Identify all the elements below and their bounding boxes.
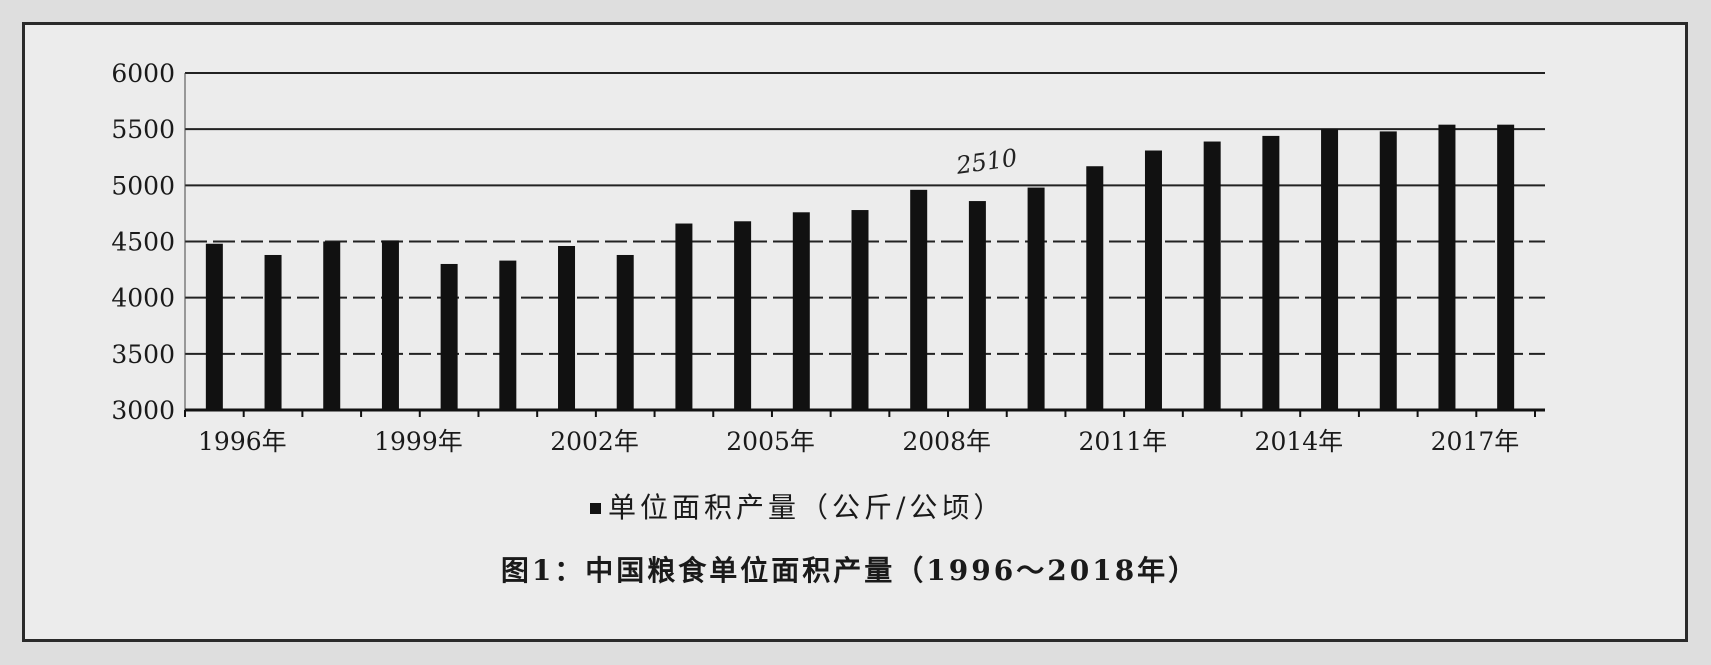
y-tick-label: 6000	[111, 59, 175, 88]
x-axis-ticks: 1996年 1999年 2002年 2005年 2008年 2011年 2014年 2017年	[198, 427, 1519, 456]
chart-caption: 图1：中国粮食单位面积产量（1996～2018年）	[501, 554, 1199, 587]
y-tick-label: 5500	[111, 115, 175, 144]
bar-1997年	[264, 254, 282, 410]
bar-2011年	[1086, 166, 1104, 410]
bar-2000年	[440, 263, 458, 410]
x-tick-label: 1996年	[198, 427, 287, 456]
legend-label: 单位面积产量（公斤/公顷）	[608, 491, 1005, 524]
bar-2008年	[910, 189, 928, 410]
bar-1998年	[323, 241, 341, 410]
handwritten-annotation: 2510	[954, 144, 1019, 180]
y-tick-label: 4500	[111, 228, 175, 257]
x-tick-label: 2017年	[1431, 427, 1520, 456]
y-tick-label: 3500	[111, 340, 175, 369]
chart-frame: 3000 3500 4000 4500 5000 5500 6000 1996年 1999年 2…	[22, 22, 1688, 642]
bar-2003年	[616, 254, 634, 410]
x-tick-label: 2011年	[1078, 427, 1167, 456]
bar-2018年	[1497, 124, 1515, 410]
chart-svg: 3000 3500 4000 4500 5000 5500 6000 1996年 1999年 2…	[111, 59, 1545, 587]
y-tick-label: 5000	[111, 171, 175, 200]
bar-2013年	[1203, 141, 1221, 411]
bar-2002年	[558, 245, 576, 410]
bar-1996年	[205, 243, 223, 410]
bar-2009年	[968, 201, 986, 410]
bar-2015年	[1321, 129, 1339, 410]
x-tick-label: 2005年	[726, 427, 815, 456]
y-axis-ticks: 3000 3500 4000 4500 5000 5500 6000	[111, 59, 175, 425]
bar-2016年	[1379, 131, 1397, 410]
x-tick-label: 2008年	[902, 427, 991, 456]
bar-2017年	[1438, 124, 1456, 410]
x-tick-label: 2014年	[1255, 427, 1344, 456]
y-tick-label: 4000	[111, 284, 175, 313]
bar-1999年	[381, 240, 399, 410]
y-tick-label: 3000	[111, 396, 175, 425]
legend-swatch	[590, 503, 601, 514]
x-tick-label: 1999年	[374, 427, 463, 456]
bar-2006年	[792, 212, 810, 410]
bar-2014年	[1262, 135, 1280, 410]
bar-2010年	[1027, 187, 1045, 410]
bar-2001年	[499, 260, 517, 410]
legend: 单位面积产量（公斤/公顷）	[590, 491, 1005, 524]
x-tick-label: 2002年	[550, 427, 639, 456]
bar-2007年	[851, 210, 869, 410]
bar-2005年	[734, 221, 752, 410]
bar-2004年	[675, 223, 693, 410]
bar-2012年	[1144, 150, 1162, 410]
x-axis	[184, 408, 1545, 417]
bars	[205, 124, 1515, 411]
